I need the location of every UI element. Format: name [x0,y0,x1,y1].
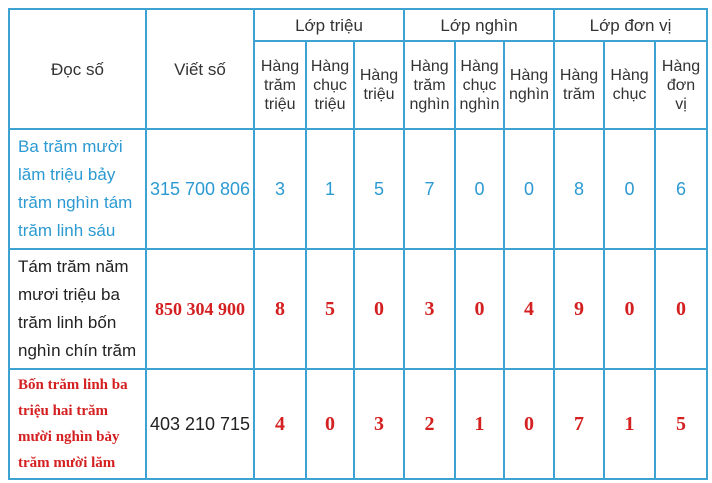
digit-cell: 0 [454,248,506,370]
digit-cell: 5 [305,248,355,370]
class-thousands-header: Lớp nghìn [403,8,556,42]
place-header-word: nghìn [409,95,450,113]
digit-cell: 5 [352,128,406,250]
digit-cell: 0 [654,248,709,370]
place-header-word: chục [612,86,647,103]
digit-cell: 7 [553,368,606,480]
number-written: 850 304 900 [145,248,255,370]
place-header-word: triệu [314,95,346,113]
number-in-words: Ba trăm mười lăm triệu bảy trăm nghìn tá… [8,128,147,250]
table-body: Ba trăm mười lăm triệu bảy trăm nghìn tá… [8,128,709,480]
place-header-row: Hàng trăm triệu Hàng chục triệu Hàng triệu Hàng t… [9,40,709,130]
digit-cell: 9 [553,248,606,370]
place-header: Hàng trăm triệu [253,40,307,130]
digit-cell: 4 [503,248,556,370]
class-units-header: Lớp đơn vị [553,8,709,42]
number-written: 315 700 806 [145,128,255,250]
place-header: Hàng chục nghìn [454,40,506,130]
table-row: Tám trăm năm mươi triệu ba trăm linh bốn… [8,248,709,370]
place-header: Hàng chục [603,40,657,130]
number-in-words: Tám trăm năm mươi triệu ba trăm linh bốn… [8,248,147,370]
place-header-word: Hàng [460,57,499,75]
place-header-word: triệu [264,95,296,113]
place-header-word: Hàng [509,67,549,84]
place-header-word: triệu [363,86,395,103]
place-header-word: Hàng [410,57,449,75]
class-millions-header: Lớp triệu [252,8,406,42]
digit-cell: 1 [603,368,657,480]
place-header-word: vị [675,95,687,113]
place-header-word: Hàng [661,57,701,75]
number-written: 403 210 715 [145,368,255,480]
digit-cell: 7 [403,128,457,250]
digit-cell: 0 [454,128,506,250]
digit-cell: 1 [454,368,506,480]
digit-cell: 5 [654,368,709,480]
digit-cell: 0 [352,248,406,370]
place-header-word: chục [313,76,347,94]
digit-cell: 0 [305,368,355,480]
place-header: Hàng trăm [553,40,606,130]
digit-cell: 3 [403,248,457,370]
place-header: Hàng trăm nghìn [403,40,457,130]
place-header-word: Hàng [310,57,350,75]
place-header-word: trăm [563,86,596,103]
number-in-words: Bốn trăm linh ba triệu hai trăm mười ngh… [8,368,147,480]
digit-cell: 1 [305,128,355,250]
place-header: Hàng nghìn [503,40,556,130]
place-value-table: Đọc số Viết số Lớp triệu Lớp nghìn Lớp đ… [8,8,709,480]
digit-cell: 0 [603,128,657,250]
place-header-word: đơn [666,76,696,94]
place-header: Hàng chục triệu [305,40,355,130]
digit-cell: 0 [603,248,657,370]
digit-cell: 6 [654,128,709,250]
table-row: Ba trăm mười lăm triệu bảy trăm nghìn tá… [8,128,709,250]
write-header: Viết số [145,8,255,130]
digit-cell: 8 [253,248,307,370]
place-header-word: chục [462,76,497,94]
place-header-word: trăm [413,76,446,94]
place-header-word: Hàng [559,67,599,84]
digit-cell: 0 [503,368,556,480]
digit-cell: 3 [352,368,406,480]
place-header-word: Hàng [610,67,649,84]
digit-cell: 4 [253,368,307,480]
digit-cell: 3 [253,128,307,250]
place-header-word: nghìn [459,95,500,113]
place-header-word: nghìn [509,86,550,103]
place-header: Hàng đơn vị [654,40,709,130]
read-header: Đọc số [8,8,147,130]
place-header-word: Hàng [260,57,300,75]
digit-cell: 0 [503,128,556,250]
table-row: Bốn trăm linh ba triệu hai trăm mười ngh… [8,368,709,480]
digit-cell: 2 [403,368,457,480]
place-header-word: trăm [264,76,296,94]
place-header-word: Hàng [359,67,399,84]
digit-cell: 8 [553,128,606,250]
place-header: Hàng triệu [352,40,406,130]
